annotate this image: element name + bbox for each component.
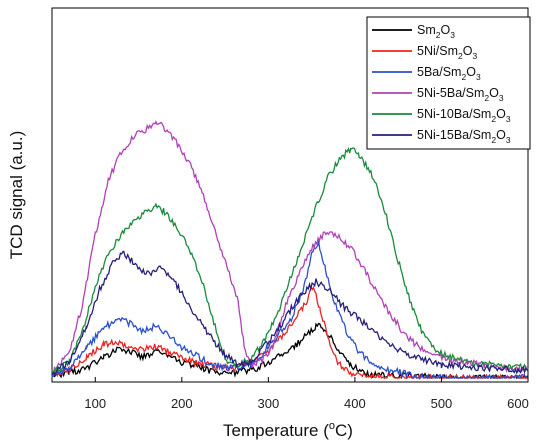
series-line-4	[51, 120, 529, 375]
legend-box	[366, 16, 531, 150]
x-axis-ticks: 100 200 300 400 500 600	[84, 377, 529, 411]
legend-label-5: 5Ni-10Ba/Sm2O3	[417, 107, 511, 124]
legend: Sm2O3 5Ni/Sm2O3 5Ba/Sm2O3 5Ni-5Ba/Sm2O3 5Ni-…	[366, 16, 531, 150]
x-tick-label-300: 300	[258, 396, 280, 411]
series-line-5	[51, 146, 529, 376]
x-axis-label-main: Temperature (	[223, 421, 329, 440]
x-axis-label: Temperature (oC)	[223, 420, 353, 440]
x-axis-label-superscript: o	[329, 420, 335, 432]
legend-label-2: 5Ni/Sm2O3	[417, 44, 477, 61]
x-tick-label-600: 600	[507, 396, 529, 411]
series-line-3	[51, 240, 529, 380]
legend-label-1: Sm2O3	[417, 23, 455, 40]
x-tick-label-400: 400	[344, 396, 366, 411]
x-tick-label-500: 500	[431, 396, 453, 411]
series-group	[51, 120, 529, 380]
legend-label-3: 5Ba/Sm2O3	[417, 65, 481, 82]
series-line-6	[51, 250, 529, 376]
legend-label-4: 5Ni-5Ba/Sm2O3	[417, 86, 504, 103]
x-tick-label-200: 200	[171, 396, 193, 411]
y-axis-label: TCD signal (a.u.)	[7, 131, 26, 259]
x-tick-label-100: 100	[84, 396, 106, 411]
legend-label-6: 5Ni-15Ba/Sm2O3	[417, 128, 511, 145]
x-axis-label-suffix: C)	[335, 421, 353, 440]
